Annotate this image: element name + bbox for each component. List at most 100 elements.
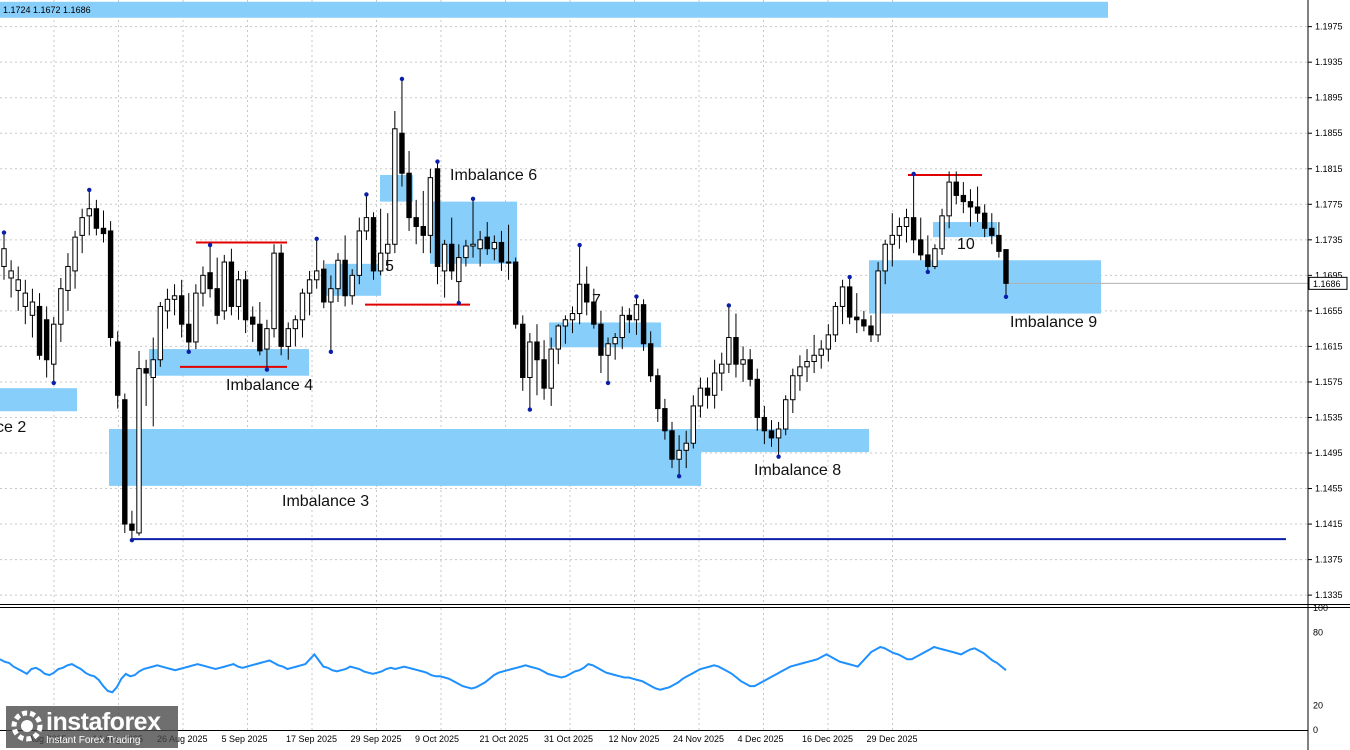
candle-body-bearish [143, 368, 149, 374]
candle-body-bullish [527, 341, 533, 378]
candle [825, 324, 832, 362]
candle [512, 257, 519, 329]
candle-body-bearish [399, 132, 405, 174]
candle-body-bearish [662, 408, 668, 432]
candle [235, 270, 242, 320]
candle [72, 230, 78, 289]
candle [157, 302, 164, 367]
candle [434, 162, 441, 285]
candle [221, 254, 228, 320]
candle-body-bearish [768, 430, 775, 439]
zone-label: Imbalance 3 [282, 493, 369, 510]
time-axis-label: 21 Oct 2025 [480, 734, 529, 744]
candle-body-bullish [72, 236, 78, 272]
instaforex-watermark: instaforex Instant Forex Trading [6, 706, 178, 748]
candle [406, 151, 412, 231]
price-tick-label: 1.1975 [1315, 22, 1343, 32]
candle-body-bullish [633, 304, 640, 321]
candle [576, 246, 583, 325]
candle-body-bullish [882, 243, 888, 272]
candle-body-bullish [555, 325, 562, 350]
candle [697, 377, 704, 418]
candle [981, 204, 988, 238]
candle-body-bearish [854, 316, 860, 321]
candle [690, 395, 697, 449]
fractal-up-dot [364, 192, 369, 197]
imbalance-zone [869, 260, 1101, 314]
candle [555, 324, 562, 365]
candle [15, 266, 21, 311]
candle-body-bearish [413, 217, 419, 227]
zone-label: Imbalance 4 [226, 377, 313, 394]
price-tick-label: 1.1615 [1315, 341, 1343, 351]
candle-body-bullish [1, 248, 7, 267]
candle-body-bullish [818, 348, 824, 356]
candle-body-bullish [576, 283, 583, 315]
candle [868, 315, 874, 342]
candle [896, 217, 903, 249]
candle [967, 189, 974, 227]
candle [591, 288, 597, 329]
candle-body-bullish [690, 405, 697, 444]
imbalance-zone [0, 1, 1108, 18]
candle [370, 212, 377, 280]
candle [719, 352, 725, 391]
candle-body-bearish [257, 323, 263, 352]
fractal-up-dot [207, 242, 213, 248]
candle [960, 182, 967, 214]
candle-body-bullish [313, 270, 320, 281]
candle-body-bearish [512, 261, 519, 325]
candle [740, 346, 746, 382]
fractal-up-dot [577, 242, 582, 248]
candle [846, 278, 853, 325]
zone-label: 7 [592, 292, 601, 309]
candle [122, 393, 128, 533]
candle [811, 334, 817, 374]
candles [1, 76, 1009, 543]
candle-body-bearish [228, 261, 235, 307]
candle-body-bullish [8, 270, 14, 279]
candle [36, 293, 43, 360]
candle [178, 279, 185, 338]
candle-body-bullish [811, 354, 817, 363]
candle-body-bullish [903, 217, 910, 227]
candle-body-bullish [136, 368, 142, 534]
candle [228, 248, 235, 316]
candle [761, 405, 768, 445]
candle-body-bullish [157, 305, 164, 361]
fractal-down-dot [456, 300, 462, 306]
fractal-down-dot [328, 349, 334, 355]
candle-body-bullish [221, 261, 228, 312]
fractal-up-dot [1, 230, 7, 235]
imbalance-zone [681, 429, 869, 453]
fractal-down-dot [129, 537, 135, 543]
candle [790, 368, 796, 414]
candle [854, 293, 860, 334]
candle [79, 208, 85, 254]
candle [292, 315, 299, 347]
candle [655, 368, 661, 422]
zone-label: Imbalance 6 [450, 167, 537, 184]
candle [264, 319, 270, 369]
candle-body-bullish [271, 252, 277, 330]
price-tick-label: 1.1575 [1315, 377, 1343, 387]
candle-body-bearish [910, 217, 917, 241]
candle [754, 368, 760, 431]
candle [129, 510, 135, 540]
candle-body-bullish [832, 305, 839, 336]
candle-body-bullish [58, 288, 64, 325]
candle [150, 337, 156, 427]
fractal-up-dot [634, 294, 639, 299]
candle [711, 359, 718, 409]
price-tick-label: 1.1375 [1315, 555, 1343, 565]
candle [427, 168, 434, 254]
candle [612, 333, 618, 360]
candle-body-bullish [427, 177, 434, 236]
candle [321, 260, 327, 309]
candle-body-bearish [996, 234, 1002, 252]
candle-body-bearish [1003, 249, 1009, 284]
price-tick-label: 1.1535 [1315, 412, 1343, 422]
candle [207, 246, 213, 298]
candle [299, 288, 306, 338]
candle [58, 278, 64, 342]
